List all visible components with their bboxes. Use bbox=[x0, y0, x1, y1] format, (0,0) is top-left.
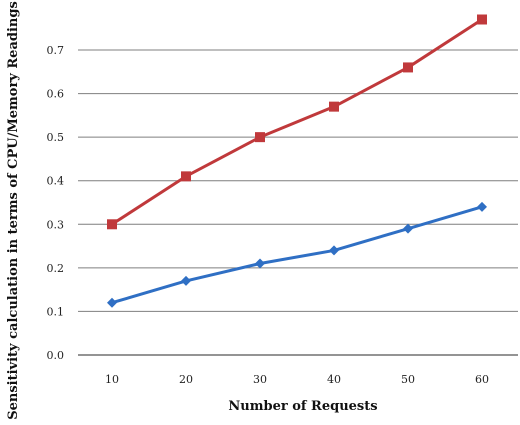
y-tick-label-0.7: 0.7 bbox=[47, 44, 65, 57]
series-2-point-50 bbox=[403, 223, 413, 234]
series-2-point-30 bbox=[255, 258, 265, 269]
y-tick-label-0.2: 0.2 bbox=[47, 262, 65, 275]
series-1-point-50 bbox=[403, 62, 413, 73]
series-1-point-40 bbox=[329, 101, 339, 112]
series-1-point-20 bbox=[181, 171, 191, 182]
y-tick-label-0.0: 0.0 bbox=[47, 349, 65, 362]
series-2-point-60 bbox=[477, 201, 487, 212]
x-tick-label-10: 10 bbox=[105, 373, 119, 386]
y-tick-label-0.3: 0.3 bbox=[47, 218, 65, 231]
tick-labels: 0.0 0.1 0.2 0.3 0.4 0.5 0.6 0.7 10 20 30 40 50 60 bbox=[47, 44, 490, 386]
series bbox=[107, 14, 487, 308]
x-tick-label-50: 50 bbox=[401, 373, 415, 386]
y-tick-label-0.5: 0.5 bbox=[47, 131, 65, 144]
y-axis-title: Sensitivity calculation in terms of CPU/… bbox=[6, 1, 21, 420]
series-2-point-10 bbox=[107, 297, 117, 308]
series-1-line bbox=[111, 18, 483, 226]
x-axis-title: Number of Requests bbox=[228, 399, 377, 414]
y-tick-label-0.6: 0.6 bbox=[47, 88, 65, 101]
x-tick-label-30: 30 bbox=[253, 373, 267, 386]
y-tick-label-0.1: 0.1 bbox=[47, 305, 65, 318]
series-2-line bbox=[111, 205, 483, 305]
gridlines bbox=[78, 49, 518, 312]
series-1-point-10 bbox=[107, 219, 117, 230]
series-2-point-40 bbox=[329, 245, 339, 256]
x-tick-label-20: 20 bbox=[179, 373, 193, 386]
series-1-point-30 bbox=[255, 132, 265, 143]
x-tick-label-40: 40 bbox=[327, 373, 341, 386]
series-2-point-20 bbox=[181, 275, 191, 286]
series-1-point-60 bbox=[477, 14, 487, 25]
y-tick-label-0.4: 0.4 bbox=[47, 175, 65, 188]
x-tick-label-60: 60 bbox=[475, 373, 489, 386]
